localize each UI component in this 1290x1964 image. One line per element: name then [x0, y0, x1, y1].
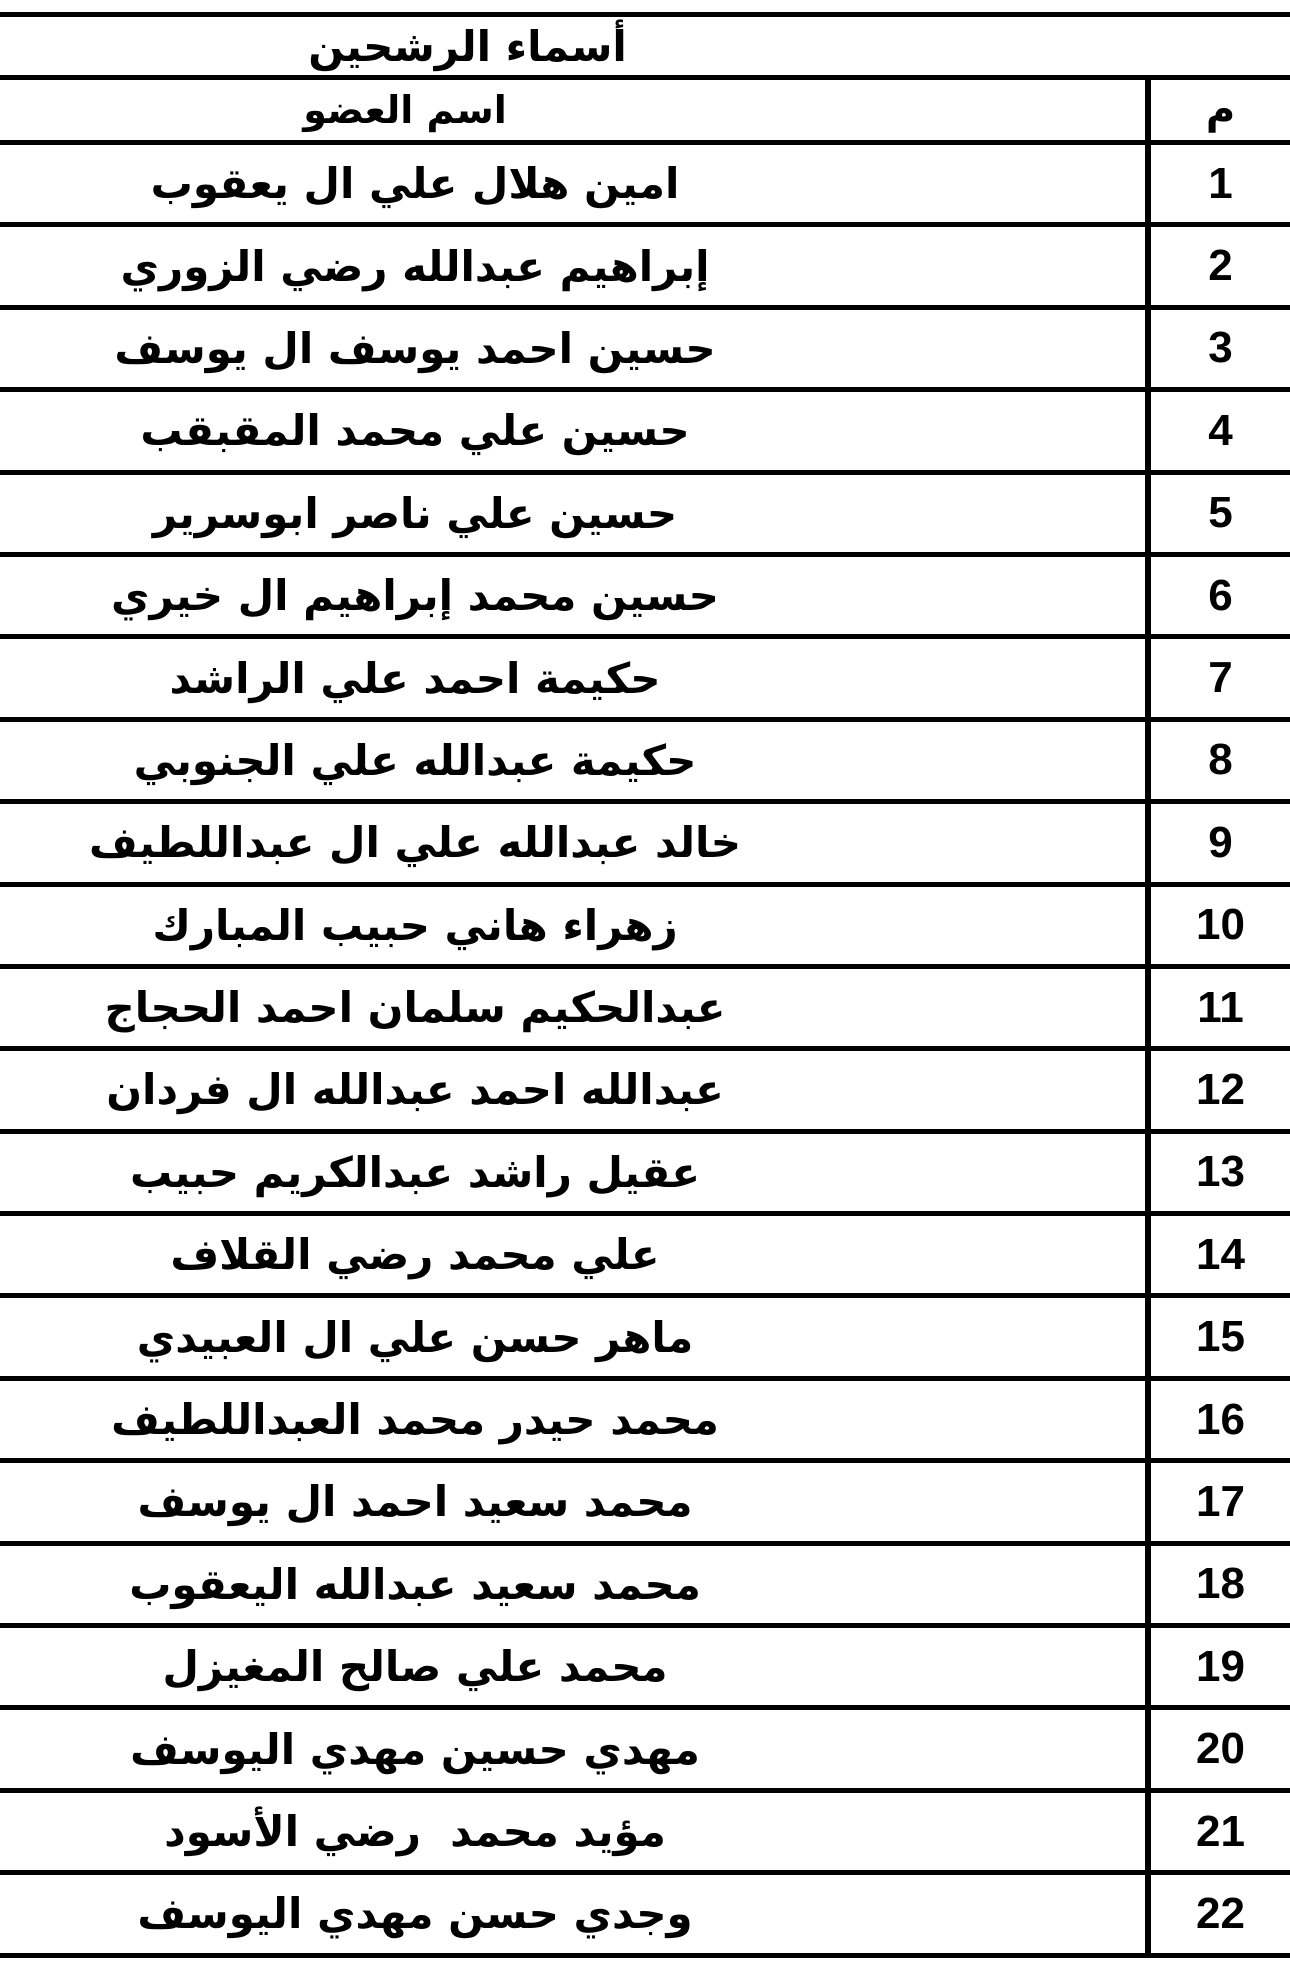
table-row: زهراء هاني حبيب المبارك 10 [0, 886, 1290, 969]
member-name-cell: عبدالله احمد عبدالله ال فردان [106, 1065, 724, 1115]
row-number-cell: 12 [1145, 1051, 1290, 1129]
row-number-cell: 7 [1145, 639, 1290, 717]
row-number-cell: 11 [1145, 968, 1290, 1047]
table-row: مؤيد محمد رضي الأسود 21 [0, 1792, 1290, 1876]
member-name-cell: حسين احمد يوسف ال يوسف [114, 323, 716, 373]
row-number-cell: 3 [1145, 309, 1290, 388]
member-name-cell: محمد سعيد احمد ال يوسف [137, 1477, 693, 1527]
row-number-cell: 10 [1145, 886, 1290, 964]
member-name-cell: علي محمد رضي القلاف [170, 1230, 660, 1280]
table-row: علي محمد رضي القلاف 14 [0, 1216, 1290, 1299]
member-name-cell: محمد حيدر محمد العبداللطيف [111, 1395, 719, 1445]
member-name-cell: حسين محمد إبراهيم ال خيري [111, 571, 719, 621]
table-row: محمد حيدر محمد العبداللطيف 16 [0, 1380, 1290, 1464]
table-row: خالد عبدالله علي ال عبداللطيف 9 [0, 804, 1290, 887]
table-row: إبراهيم عبدالله رضي الزوري 2 [0, 227, 1290, 310]
member-name-cell: مهدي حسين مهدي اليوسف [130, 1724, 700, 1774]
row-number-cell: 18 [1145, 1545, 1290, 1624]
row-number-cell: 17 [1145, 1463, 1290, 1541]
table-row: وجدي حسن مهدي اليوسف 22 [0, 1875, 1290, 1958]
member-name-cell: حسين علي محمد المقبقب [140, 406, 690, 456]
member-name-cell: حسين علي ناصر ابوسرير [152, 488, 678, 538]
member-name-cell: حكيمة احمد علي الراشد [169, 653, 661, 703]
table-row: محمد سعيد عبدالله اليعقوب 18 [0, 1545, 1290, 1629]
member-name-cell: زهراء هاني حبيب المبارك [152, 900, 678, 950]
column-header-member-name: اسم العضو [303, 88, 507, 132]
table-title: أسماء الرشحين [308, 21, 627, 71]
column-header-number: م [1145, 80, 1290, 140]
table-row: حسين علي محمد المقبقب 4 [0, 392, 1290, 475]
member-name-cell: إبراهيم عبدالله رضي الزوري [120, 241, 710, 291]
member-name-cell: محمد علي صالح المغيزل [162, 1642, 668, 1692]
member-name-cell: محمد سعيد عبدالله اليعقوب [129, 1559, 701, 1609]
candidates-table: أسماء الرشحين اسم العضو م امين هلال علي … [0, 12, 1290, 1958]
member-name-cell: ماهر حسن علي ال العبيدي [136, 1312, 694, 1362]
row-number-cell: 8 [1145, 721, 1290, 800]
row-number-cell: 16 [1145, 1380, 1290, 1459]
member-name-cell: عقيل راشد عبدالكريم حبيب [129, 1147, 701, 1197]
table-row: حسين احمد يوسف ال يوسف 3 [0, 309, 1290, 393]
table-title-row: أسماء الرشحين [0, 17, 1290, 80]
member-name-cell: وجدي حسن مهدي اليوسف [137, 1889, 693, 1939]
table-header-row: اسم العضو م [0, 80, 1290, 145]
table-row: عقيل راشد عبدالكريم حبيب 13 [0, 1133, 1290, 1217]
member-name-cell: حكيمة عبدالله علي الجنوبي [133, 735, 697, 785]
row-number-cell: 15 [1145, 1298, 1290, 1376]
row-number-cell: 9 [1145, 804, 1290, 882]
table-row: محمد سعيد احمد ال يوسف 17 [0, 1463, 1290, 1546]
member-name-cell: عبدالحكيم سلمان احمد الحجاج [104, 983, 726, 1033]
member-name-cell: مؤيد محمد رضي الأسود [164, 1807, 666, 1856]
table-row: عبدالله احمد عبدالله ال فردان 12 [0, 1051, 1290, 1134]
table-row: حكيمة احمد علي الراشد 7 [0, 639, 1290, 722]
row-number-cell: 13 [1145, 1133, 1290, 1212]
table-row: حكيمة عبدالله علي الجنوبي 8 [0, 721, 1290, 805]
row-number-cell: 2 [1145, 227, 1290, 305]
table-row: حسين علي ناصر ابوسرير 5 [0, 474, 1290, 557]
table-row: مهدي حسين مهدي اليوسف 20 [0, 1710, 1290, 1793]
row-number-cell: 19 [1145, 1628, 1290, 1706]
row-number-cell: 5 [1145, 474, 1290, 552]
row-number-cell: 4 [1145, 392, 1290, 470]
table-row: حسين محمد إبراهيم ال خيري 6 [0, 556, 1290, 640]
member-name-cell: خالد عبدالله علي ال عبداللطيف [88, 818, 742, 868]
member-name-cell: امين هلال علي ال يعقوب [150, 159, 680, 209]
row-number-cell: 21 [1145, 1792, 1290, 1871]
row-number-cell: 1 [1145, 145, 1290, 223]
row-number-cell: 6 [1145, 556, 1290, 635]
table-row: محمد علي صالح المغيزل 19 [0, 1628, 1290, 1711]
table-row: امين هلال علي ال يعقوب 1 [0, 145, 1290, 228]
table-row: عبدالحكيم سلمان احمد الحجاج 11 [0, 968, 1290, 1052]
row-number-cell: 20 [1145, 1710, 1290, 1788]
row-number-cell: 22 [1145, 1875, 1290, 1953]
row-number-cell: 14 [1145, 1216, 1290, 1294]
table-row: ماهر حسن علي ال العبيدي 15 [0, 1298, 1290, 1381]
